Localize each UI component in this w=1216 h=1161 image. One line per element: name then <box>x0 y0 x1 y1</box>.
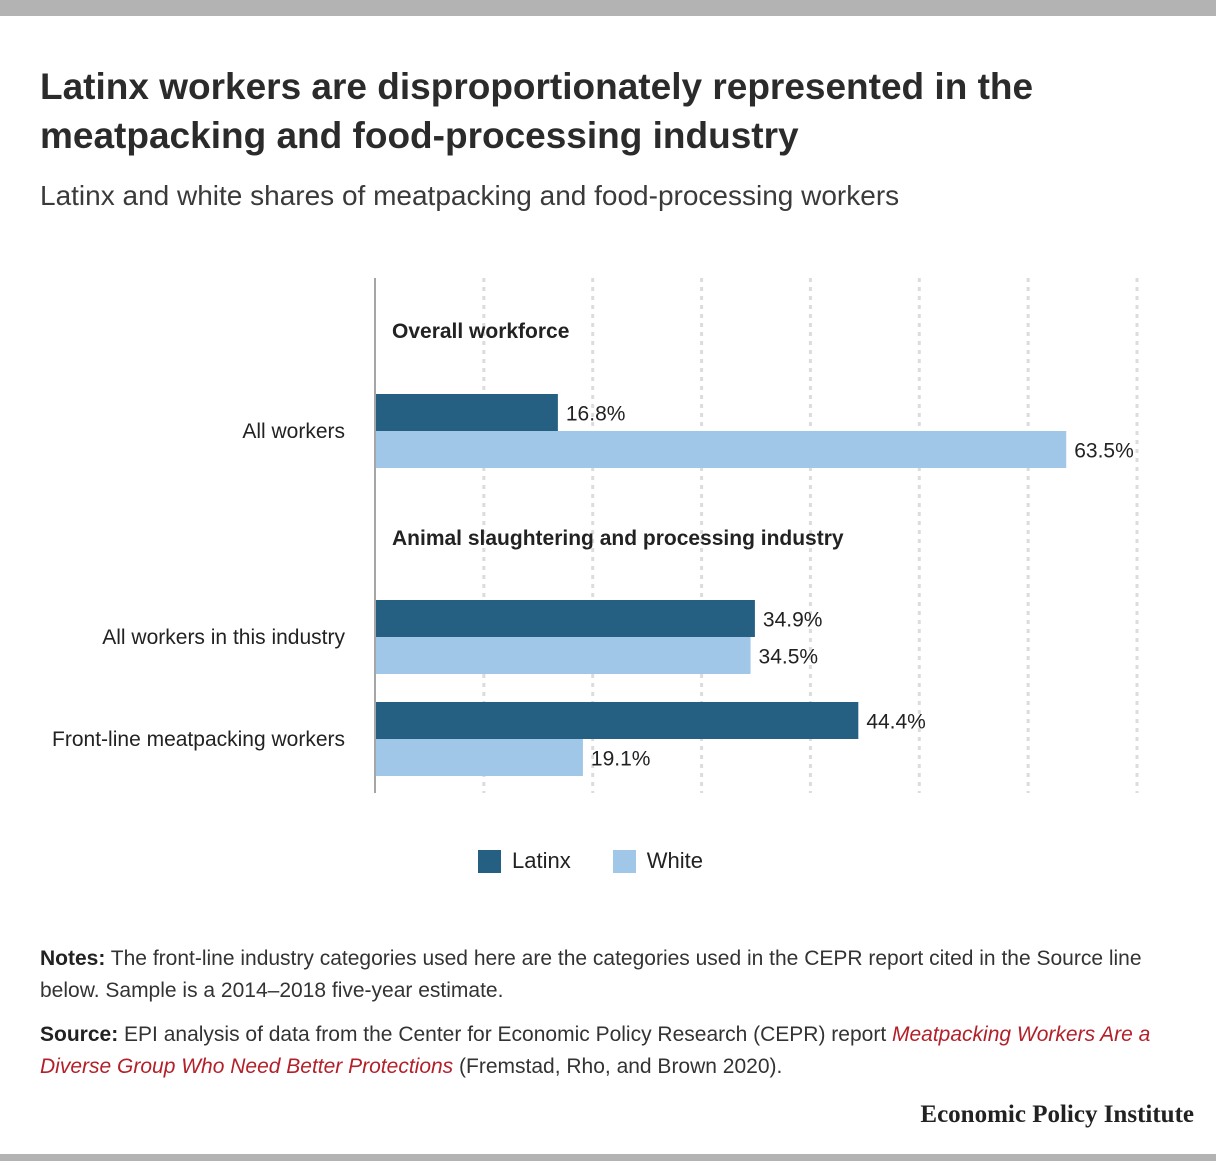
legend-label-latinx: Latinx <box>512 848 571 873</box>
bar-white <box>376 739 583 776</box>
legend-item-latinx: Latinx <box>478 848 571 874</box>
bar-chart: Overall workforce All workers 16.8% 63.5% An… <box>52 278 1139 793</box>
data-label: 34.5% <box>759 646 819 669</box>
notes-label: Notes: <box>40 947 106 970</box>
data-label: 44.4% <box>866 711 926 734</box>
category-label: All workers <box>242 420 345 443</box>
source-text-after: (Fremstad, Rho, and Brown 2020). <box>453 1055 783 1078</box>
legend-label-white: White <box>646 848 703 873</box>
data-label: 19.1% <box>591 748 651 771</box>
source-text-before: EPI analysis of data from the Center for… <box>118 1023 892 1046</box>
data-label: 34.9% <box>763 609 823 632</box>
legend: Latinx White <box>478 845 745 877</box>
bar-latinx <box>376 394 558 431</box>
source-report-link[interactable]: Meatpacking Workers Are a Diverse Group … <box>40 1023 1151 1078</box>
bar-latinx <box>376 600 755 637</box>
source: Source: EPI analysis of data from the Ce… <box>40 1019 1190 1083</box>
category-label: All workers in this industry <box>102 626 345 649</box>
bar-white <box>376 431 1067 468</box>
group-heading: Overall workforce <box>392 320 569 343</box>
chart-title: Latinx workers are disproportionately re… <box>40 66 1034 156</box>
source-label: Source: <box>40 1023 119 1046</box>
chart-subtitle: Latinx and white shares of meatpacking a… <box>40 180 900 211</box>
notes: Notes: The front-line industry categorie… <box>40 943 1180 1007</box>
legend-item-white: White <box>612 848 703 874</box>
data-label: 63.5% <box>1074 440 1134 463</box>
category-label: Front-line meatpacking workers <box>52 728 345 751</box>
bar-white <box>376 637 751 674</box>
legend-swatch-white <box>612 849 636 873</box>
bar-latinx <box>376 702 859 739</box>
group-heading: Animal slaughtering and processing indus… <box>392 527 844 550</box>
top-border <box>0 0 1216 16</box>
brand-logo-text: Economic Policy Institute <box>920 1101 1194 1128</box>
notes-text: The front-line industry categories used … <box>40 947 1142 1002</box>
bottom-border <box>0 1154 1216 1161</box>
legend-swatch-latinx <box>478 849 501 873</box>
data-label: 16.8% <box>566 403 626 426</box>
